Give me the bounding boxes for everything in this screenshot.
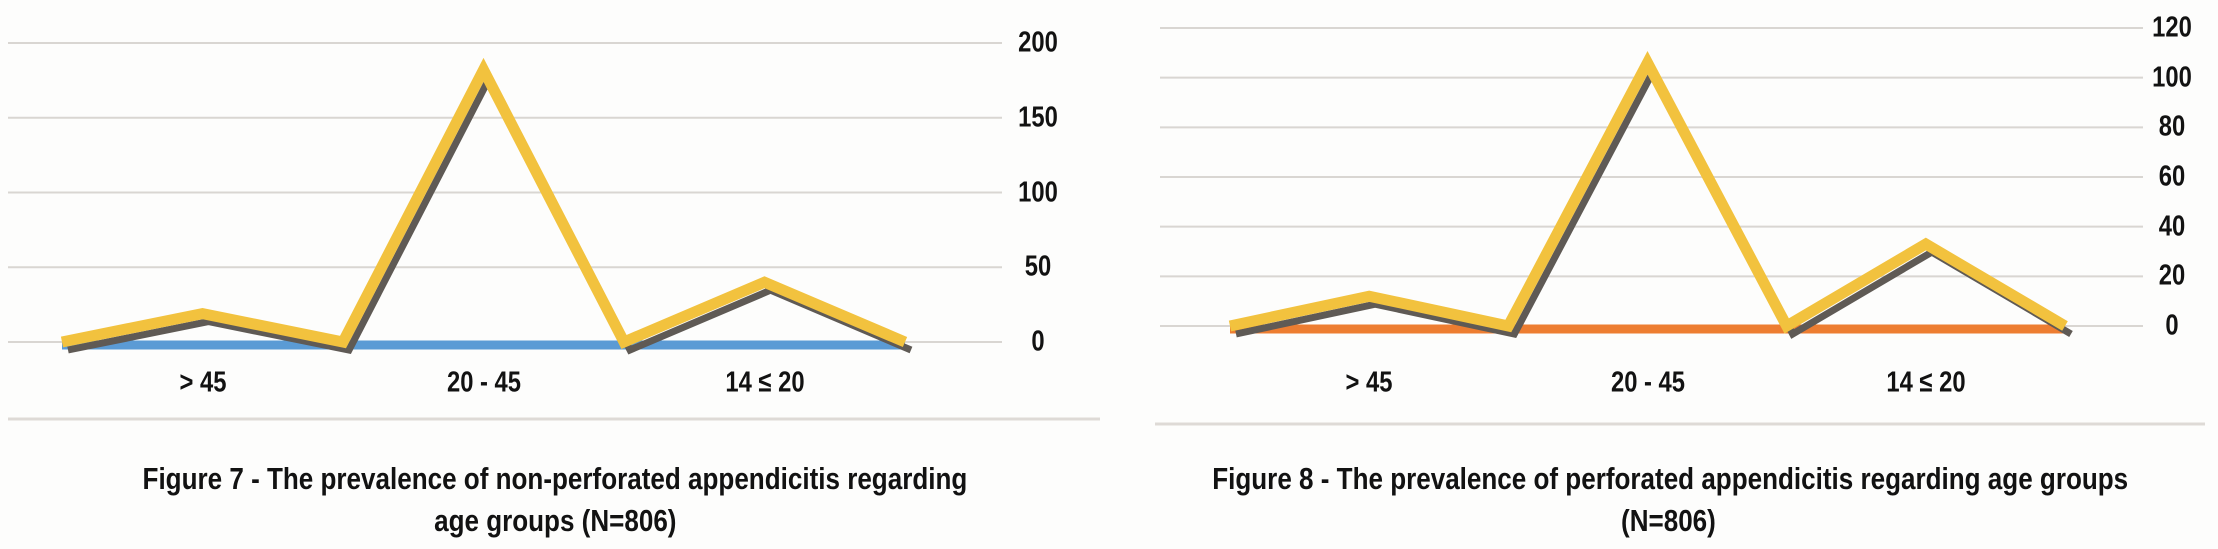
y-tick-label: 20 <box>2158 259 2186 292</box>
y-tick-label: 150 <box>1018 101 1058 134</box>
figure8-caption: Figure 8 - The prevalence of perforated … <box>1125 458 2211 542</box>
figure7-caption-line2: age groups (N=806) <box>433 503 677 538</box>
figure8-caption-line1: Figure 8 - The prevalence of perforated … <box>1212 461 2129 496</box>
yellow-line <box>1228 50 2068 334</box>
x-tick-label: 20 - 45 <box>1610 366 1685 399</box>
x-tick-label: > 45 <box>179 366 226 399</box>
y-tick-label: 100 <box>2152 61 2192 94</box>
x-tick-label: 20 - 45 <box>446 366 521 399</box>
figure8-caption-line2: (N=806) <box>1620 503 1716 538</box>
y-tick-label: 50 <box>1024 250 1052 283</box>
y-tick-label: 200 <box>1018 26 1058 59</box>
figure7-caption: Figure 7 - The prevalence of non-perfora… <box>20 458 1090 542</box>
y-tick-label: 40 <box>2158 210 2186 243</box>
y-tick-label: 60 <box>2158 160 2186 193</box>
y-tick-label: 0 <box>2165 309 2179 342</box>
x-tick-label: 14 ≤ 20 <box>1886 366 1966 399</box>
y-tick-label: 80 <box>2158 110 2186 143</box>
figure7-caption-line1: Figure 7 - The prevalence of non-perfora… <box>142 461 968 496</box>
y-tick-label: 0 <box>1031 325 1045 358</box>
y-tick-label: 100 <box>1018 176 1058 208</box>
yellow-line <box>60 57 908 350</box>
y-tick-label: 120 <box>2152 11 2192 44</box>
x-tick-label: 14 ≤ 20 <box>724 366 805 399</box>
x-tick-label: > 45 <box>1345 366 1393 399</box>
